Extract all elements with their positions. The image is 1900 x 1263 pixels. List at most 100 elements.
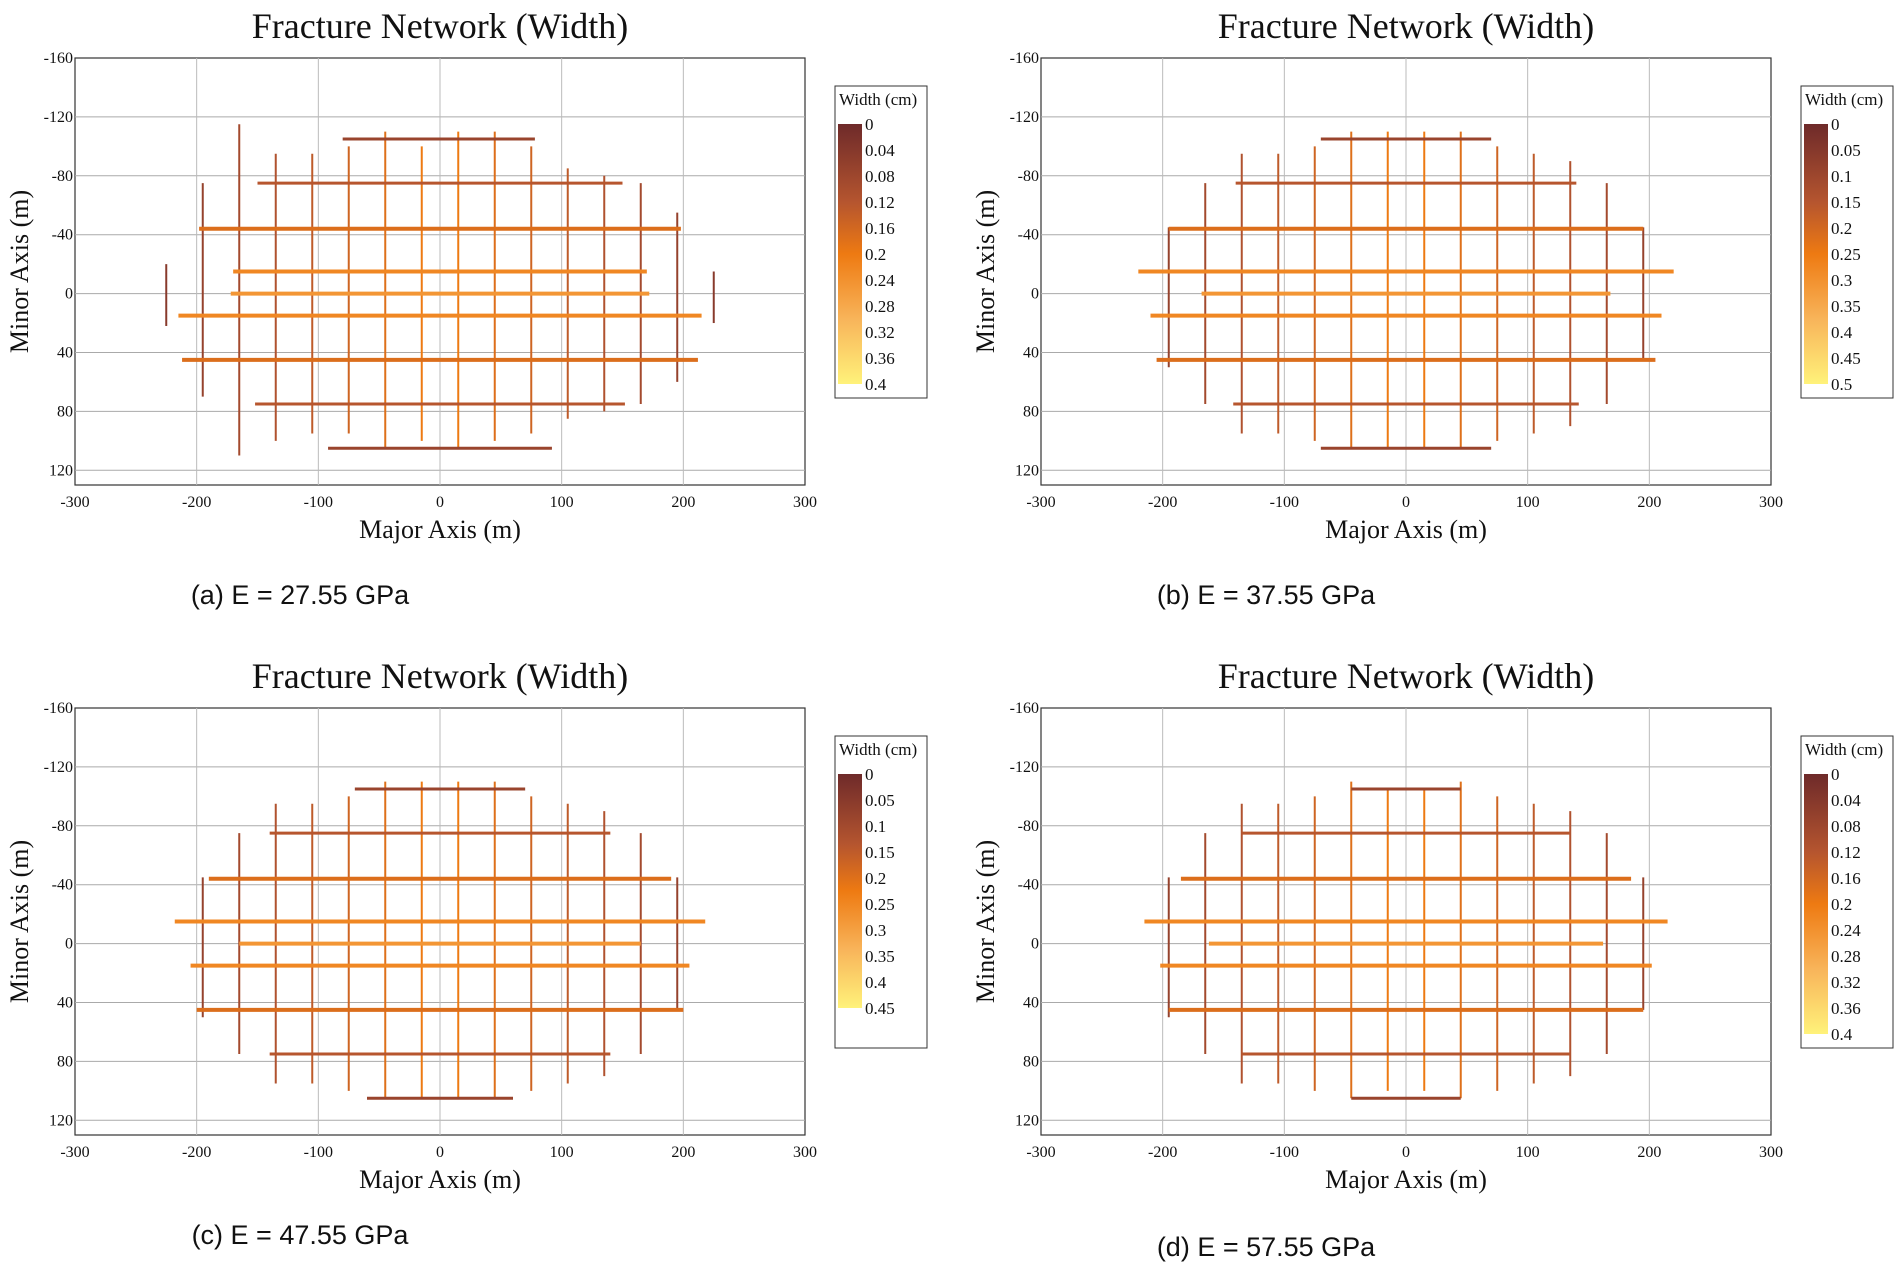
y-tick-label: -80 <box>1018 818 1039 835</box>
y-tick-label: 0 <box>65 286 73 303</box>
y-tick-label: -160 <box>44 50 73 67</box>
colorbar-tick-label: 0.2 <box>1831 895 1852 914</box>
colorbar-title: Width (cm) <box>839 740 917 759</box>
chart-title: Fracture Network (Width) <box>252 6 628 46</box>
x-tick-label: -300 <box>1026 1144 1055 1161</box>
colorbar-tick-label: 0.3 <box>865 921 886 940</box>
x-tick-label: 100 <box>550 494 574 511</box>
y-tick-label: 40 <box>57 344 73 361</box>
y-tick-label: -120 <box>44 109 73 126</box>
y-tick-label: -80 <box>1018 168 1039 185</box>
colorbar-tick-label: 0.08 <box>1831 817 1861 836</box>
panel-caption: (c) E = 47.55 GPa <box>192 1220 410 1250</box>
y-tick-label: 120 <box>49 462 73 479</box>
chart-title: Fracture Network (Width) <box>1218 6 1594 46</box>
colorbar-tick-label: 0.15 <box>1831 193 1861 212</box>
x-tick-label: -100 <box>1270 1144 1299 1161</box>
y-tick-label: -160 <box>1010 700 1039 717</box>
colorbar-gradient <box>838 124 862 384</box>
y-tick-label: -160 <box>44 700 73 717</box>
x-tick-label: 200 <box>1637 1144 1661 1161</box>
x-tick-label: 100 <box>1516 1144 1540 1161</box>
colorbar-tick-label: 0 <box>865 765 874 784</box>
colorbar-tick-label: 0 <box>865 115 874 134</box>
y-tick-label: 120 <box>1015 1112 1039 1129</box>
colorbar-tick-label: 0.3 <box>1831 271 1852 290</box>
colorbar-tick-label: 0.4 <box>865 375 887 394</box>
chart-panel-1: Fracture Network (Width) -300 -200 -100 0 100… <box>971 6 1894 544</box>
y-axis-label: Minor Axis (m) <box>971 840 1000 1003</box>
x-tick-label: -300 <box>60 494 89 511</box>
x-tick-label: 200 <box>671 494 695 511</box>
colorbar-tick-label: 0.05 <box>865 791 895 810</box>
x-tick-label: 300 <box>1759 494 1783 511</box>
panel-caption: (b) E = 37.55 GPa <box>1157 580 1376 610</box>
colorbar-tick-label: 0.2 <box>865 869 886 888</box>
y-tick-label: -120 <box>1010 759 1039 776</box>
colorbar-gradient <box>838 774 862 1008</box>
x-tick-label: -100 <box>304 1144 333 1161</box>
chart-title: Fracture Network (Width) <box>252 656 628 696</box>
colorbar-gradient <box>1804 774 1828 1034</box>
colorbar-tick-label: 0.5 <box>1831 375 1852 394</box>
x-tick-label: 0 <box>1402 1144 1410 1161</box>
x-tick-label: -100 <box>304 494 333 511</box>
colorbar-title: Width (cm) <box>1805 740 1883 759</box>
colorbar-tick-label: 0.4 <box>865 973 887 992</box>
colorbar-tick-label: 0.08 <box>865 167 895 186</box>
y-tick-label: -120 <box>1010 109 1039 126</box>
x-tick-label: 200 <box>671 1144 695 1161</box>
colorbar-tick-label: 0.12 <box>865 193 895 212</box>
chart-panel-2: Fracture Network (Width) -300 -200 -100 0 100… <box>5 656 928 1194</box>
colorbar-title: Width (cm) <box>839 90 917 109</box>
colorbar-tick-label: 0.24 <box>1831 921 1861 940</box>
x-axis-label: Major Axis (m) <box>359 1165 521 1194</box>
y-tick-label: -120 <box>44 759 73 776</box>
colorbar-tick-label: 0.32 <box>1831 973 1861 992</box>
y-tick-label: -40 <box>1018 877 1039 894</box>
chart-title: Fracture Network (Width) <box>1218 656 1594 696</box>
y-tick-label: -80 <box>52 818 73 835</box>
y-tick-label: 120 <box>1015 462 1039 479</box>
colorbar-tick-label: 0.2 <box>865 245 886 264</box>
y-tick-label: 80 <box>1023 1053 1039 1070</box>
colorbar-tick-label: 0.35 <box>1831 297 1861 316</box>
colorbar-tick-label: 0.36 <box>865 349 895 368</box>
y-tick-label: 0 <box>65 936 73 953</box>
y-tick-label: -40 <box>52 877 73 894</box>
colorbar-tick-label: 0.28 <box>1831 947 1861 966</box>
colorbar-tick-label: 0.36 <box>1831 999 1861 1018</box>
colorbar-tick-label: 0.45 <box>1831 349 1861 368</box>
y-tick-label: 80 <box>57 1053 73 1070</box>
x-axis-label: Major Axis (m) <box>1325 1165 1487 1194</box>
colorbar-tick-label: 0.24 <box>865 271 895 290</box>
x-axis-label: Major Axis (m) <box>1325 515 1487 544</box>
y-axis-label: Minor Axis (m) <box>971 190 1000 353</box>
x-tick-label: 0 <box>1402 494 1410 511</box>
colorbar-title: Width (cm) <box>1805 90 1883 109</box>
colorbar-tick-label: 0.16 <box>1831 869 1861 888</box>
colorbar-tick-label: 0.12 <box>1831 843 1861 862</box>
x-tick-label: -200 <box>1148 1144 1177 1161</box>
colorbar-tick-label: 0.25 <box>1831 245 1861 264</box>
y-tick-label: 80 <box>1023 403 1039 420</box>
colorbar-tick-label: 0.4 <box>1831 1025 1853 1044</box>
colorbar-tick-label: 0.15 <box>865 843 895 862</box>
y-tick-label: 40 <box>1023 994 1039 1011</box>
colorbar-tick-label: 0.16 <box>865 219 895 238</box>
colorbar-gradient <box>1804 124 1828 384</box>
colorbar-tick-label: 0.4 <box>1831 323 1853 342</box>
y-tick-label: 120 <box>49 1112 73 1129</box>
y-tick-label: -40 <box>1018 227 1039 244</box>
y-tick-label: -40 <box>52 227 73 244</box>
x-tick-label: 0 <box>436 494 444 511</box>
colorbar-tick-label: 0.1 <box>1831 167 1852 186</box>
y-tick-label: 80 <box>57 403 73 420</box>
chart-panel-0: Fracture Network (Width) -300 -200 -100 0 100… <box>5 6 928 544</box>
y-axis-label: Minor Axis (m) <box>5 190 34 353</box>
colorbar-tick-label: 0.04 <box>865 141 895 160</box>
colorbar-tick-label: 0.25 <box>865 895 895 914</box>
colorbar-tick-label: 0 <box>1831 765 1840 784</box>
y-tick-label: 40 <box>57 994 73 1011</box>
